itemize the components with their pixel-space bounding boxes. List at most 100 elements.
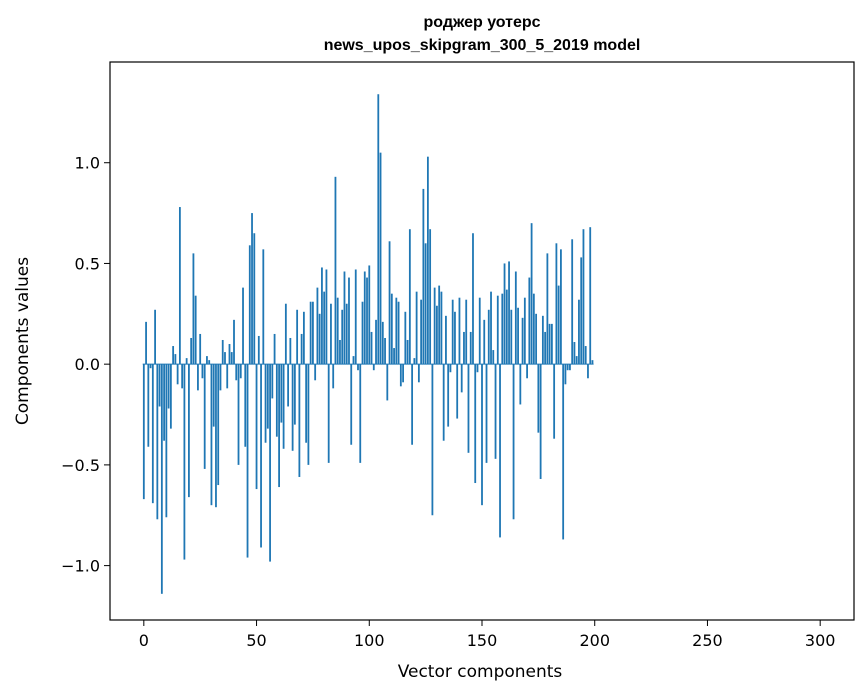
bar: [151, 364, 154, 504]
bar: [282, 364, 285, 449]
bar: [366, 277, 368, 365]
bar: [523, 297, 526, 365]
y-axis-ticks: −1.0 −0.5 0.0 0.5 1.0: [61, 154, 110, 576]
bar: [293, 364, 296, 425]
bar: [449, 364, 452, 373]
bar: [188, 364, 190, 498]
bar: [194, 295, 197, 365]
bar: [546, 253, 549, 365]
bar: [508, 261, 510, 365]
bar: [582, 229, 585, 365]
y-tick-label: −1.0: [61, 557, 100, 576]
bar: [242, 287, 244, 365]
bar: [404, 311, 407, 365]
bar: [499, 364, 501, 538]
bar: [519, 364, 522, 405]
bar: [584, 346, 587, 365]
bar: [327, 364, 330, 463]
bar: [221, 339, 224, 365]
bar: [379, 152, 382, 365]
bar: [426, 156, 429, 365]
bar: [578, 299, 580, 365]
bar: [350, 364, 353, 445]
bar: [566, 364, 569, 371]
bar: [528, 277, 531, 365]
bar: [589, 227, 592, 365]
bar: [323, 291, 326, 365]
bar: [575, 356, 578, 365]
bar: [564, 364, 567, 385]
bar: [517, 307, 519, 365]
x-tick-label: 150: [467, 631, 498, 650]
bar: [361, 301, 364, 365]
bar: [532, 293, 535, 365]
bar: [456, 364, 459, 419]
bar: [555, 243, 558, 365]
bar: [255, 364, 258, 490]
bar: [341, 309, 344, 365]
bar: [424, 243, 427, 365]
bar: [330, 303, 332, 365]
bar: [492, 350, 495, 365]
y-tick-label: −0.5: [61, 456, 100, 475]
bar: [381, 321, 384, 365]
bar: [215, 364, 217, 508]
bar: [465, 299, 468, 365]
bar: [275, 364, 278, 437]
bar: [505, 289, 508, 365]
bar: [458, 297, 461, 365]
bar: [312, 301, 314, 365]
x-tick-label: 250: [692, 631, 723, 650]
bar: [280, 364, 283, 423]
bar: [571, 239, 574, 365]
bar: [544, 331, 547, 365]
bar: [163, 364, 166, 441]
bar: [393, 348, 395, 365]
bar: [474, 364, 477, 484]
bar: [352, 356, 355, 365]
bar: [210, 364, 213, 506]
bar: [181, 364, 184, 389]
bar: [399, 364, 402, 387]
bar: [235, 364, 238, 381]
bar: [246, 364, 249, 558]
bar: [548, 323, 551, 365]
bar: [185, 358, 188, 365]
bar: [318, 313, 321, 365]
x-tick-label: 50: [246, 631, 266, 650]
bar: [587, 364, 589, 379]
bar: [345, 303, 348, 365]
bar: [289, 337, 292, 365]
bar: [244, 364, 247, 447]
bar: [147, 364, 150, 447]
x-tick-label: 200: [579, 631, 610, 650]
bar: [273, 333, 276, 365]
bar: [442, 364, 445, 441]
bar: [296, 309, 299, 365]
bar: [248, 245, 251, 365]
bar: [569, 364, 571, 371]
bar: [154, 309, 156, 365]
bar: [325, 269, 328, 365]
bar: [271, 364, 274, 399]
bar: [429, 229, 432, 365]
bar: [481, 364, 483, 506]
bar: [183, 364, 186, 560]
bar: [190, 337, 193, 365]
bar: [438, 285, 441, 365]
y-tick-label: 1.0: [75, 154, 100, 173]
x-tick-label: 0: [139, 631, 149, 650]
bar: [278, 364, 280, 488]
bar: [321, 267, 323, 365]
bar: [262, 249, 265, 365]
bar: [501, 293, 504, 365]
bar: [269, 364, 271, 562]
bar: [156, 364, 159, 520]
bar: [476, 364, 479, 373]
bar: [573, 342, 576, 365]
bar: [172, 346, 175, 365]
bar: [503, 263, 506, 365]
plot-area-frame: [109, 61, 855, 621]
bar: [377, 94, 380, 365]
bar: [512, 364, 515, 520]
